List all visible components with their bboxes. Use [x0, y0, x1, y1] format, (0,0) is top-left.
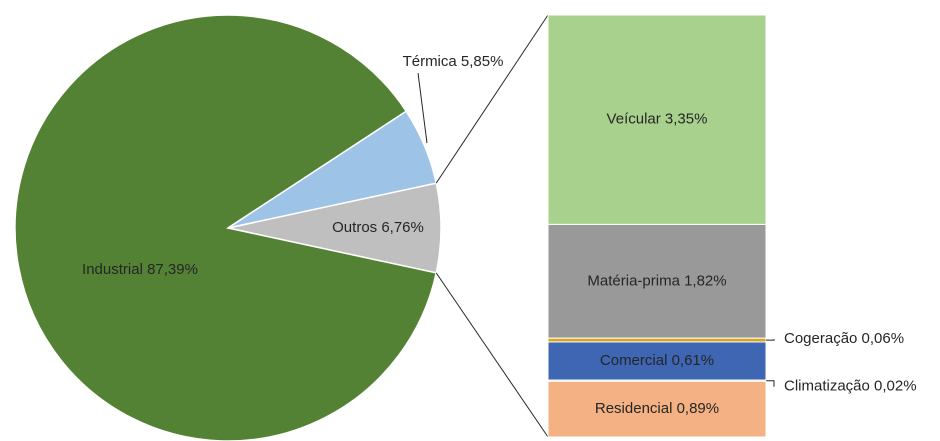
bar-segment	[547, 14, 767, 225]
bar-label: Climatização 0,02%	[784, 378, 917, 395]
pie-label: Térmica 5,85%	[403, 53, 504, 70]
bar-label: Matéria-prima 1,82%	[587, 272, 726, 289]
bar-segment	[547, 223, 767, 339]
bar-label: Cogeração 0,06%	[784, 330, 904, 347]
connector	[435, 272, 549, 438]
pie-label: Outros 6,76%	[332, 219, 424, 236]
leader-line	[417, 72, 428, 144]
connector	[435, 14, 549, 184]
bar-label: Residencial 0,89%	[595, 400, 719, 417]
pie-slice	[14, 14, 438, 441]
bar-label: Comercial 0,61%	[600, 352, 714, 369]
leader-line	[766, 380, 775, 387]
pie-label: Industrial 87,39%	[82, 261, 198, 278]
bar-label: Veícular 3,35%	[607, 111, 708, 128]
bar-segment	[547, 380, 767, 438]
bar-segment	[547, 341, 767, 381]
bar-segment	[547, 337, 767, 343]
leader-line	[766, 339, 775, 341]
